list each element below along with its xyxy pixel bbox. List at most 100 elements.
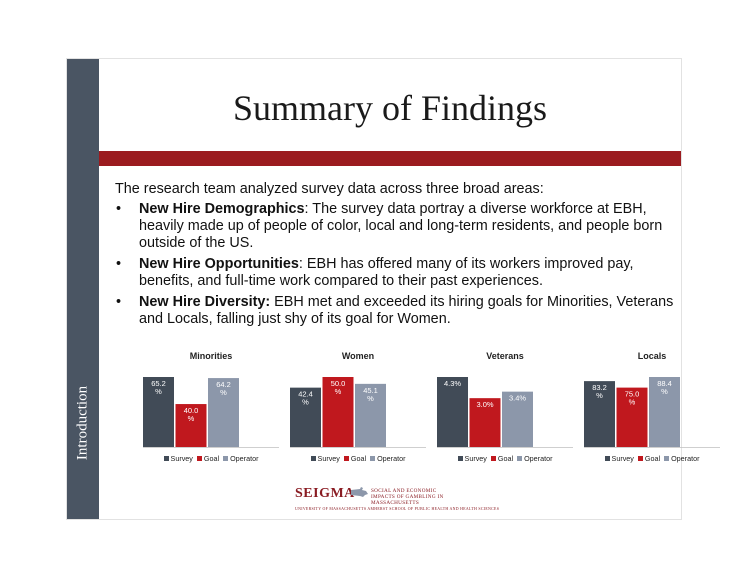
chart-veterans: Veterans 4.3% 3.0% 3.4% Survey Goal Operator (437, 351, 573, 465)
legend-item: Survey (163, 454, 193, 463)
legend-label: Survey (464, 454, 487, 463)
legend-item: Survey (604, 454, 634, 463)
title-divider-bar (99, 151, 681, 166)
finding-item: • New Hire Demographics: The survey data… (115, 201, 675, 252)
section-label: Introduction (74, 385, 91, 461)
legend-item: Goal (196, 454, 220, 463)
chart-legend: Survey Goal Operator (290, 454, 426, 463)
data-label: 3.4% (509, 394, 526, 403)
legend-label: Goal (497, 454, 514, 463)
legend-swatch (343, 456, 349, 461)
legend-item: Operator (223, 454, 258, 463)
legend-swatch (163, 456, 169, 461)
legend-label: Operator (671, 454, 700, 463)
legend-item: Goal (490, 454, 514, 463)
legend-item: Survey (457, 454, 487, 463)
legend-label: Goal (644, 454, 661, 463)
bar-operator (502, 391, 533, 447)
chart-women: Women 42.4% 50.0% 45.1% Survey Goal Operator (290, 351, 426, 465)
slide: Introduction Summary of Findings The res… (67, 59, 720, 519)
legend-swatch (223, 456, 229, 461)
data-label: 3.0% (476, 400, 493, 409)
legend-swatch (196, 456, 202, 461)
seigma-logo: SEIGMA SOCIAL AND ECONOMIC IMPACTS OF GA… (295, 485, 500, 515)
finding-text: : EBH has offered many of its workers im… (139, 256, 634, 289)
data-label: 50.0% (331, 379, 346, 396)
chart-locals: Locals 83.2% 75.0% 88.4% Survey Goal Operator (584, 351, 720, 465)
chart-title: Women (341, 351, 375, 361)
bar-operator (208, 378, 239, 447)
chart-title: Locals (637, 351, 667, 361)
bar-goal (469, 398, 501, 447)
legend-item: Operator (370, 454, 405, 463)
bullet-icon: • (116, 294, 122, 310)
finding-heading: New Hire Opportunities (139, 256, 299, 272)
slide-title: Summary of Findings (232, 88, 547, 128)
chart-legend: Survey Goal Operator (437, 454, 573, 463)
legend-swatch (370, 456, 376, 461)
legend-swatch (604, 456, 610, 461)
legend-label: Survey (170, 454, 193, 463)
data-label: 83.2% (592, 383, 607, 400)
legend-swatch (457, 456, 463, 461)
bar-operator (649, 377, 680, 447)
finding-text: EBH met and exceeded its hiring goals fo… (139, 294, 674, 327)
legend-item: Goal (637, 454, 661, 463)
legend-item: Operator (664, 454, 699, 463)
logo-wordmark: SEIGMA (295, 486, 355, 501)
chart-legend: Survey Goal Operator (584, 454, 720, 463)
legend-item: Survey (310, 454, 340, 463)
legend-swatch (490, 456, 496, 461)
chart-legend: Survey Goal Operator (143, 454, 279, 463)
intro-text: The research team analyzed survey data a… (115, 181, 544, 197)
data-label: 75.0% (625, 390, 640, 407)
bullet-icon: • (116, 201, 122, 217)
legend-swatch (310, 456, 316, 461)
chart-plot: 4.3% 3.0% 3.4% (437, 377, 573, 448)
bar-survey (290, 387, 321, 447)
logo-tagline: SOCIAL AND ECONOMIC IMPACTS OF GAMBLING … (371, 488, 444, 507)
legend-label: Goal (350, 454, 367, 463)
data-label: 88.4% (657, 379, 672, 396)
legend-swatch (664, 456, 670, 461)
chart-minorities: Minorities 65.2% 40.0% 64.2% Survey Goal Opera… (143, 351, 279, 465)
legend-label: Operator (377, 454, 406, 463)
legend-label: Operator (524, 454, 553, 463)
legend-label: Goal (203, 454, 220, 463)
legend-swatch (637, 456, 643, 461)
bar-survey (437, 377, 468, 447)
chart-plot: 42.4 % 50.0% 45.1% (290, 377, 426, 448)
finding-text: : The survey data portray a diverse work… (139, 201, 663, 251)
chart-title: Minorities (189, 351, 233, 361)
chart-title: Veterans (486, 351, 524, 361)
massachusetts-map-icon (351, 487, 368, 497)
finding-item: • New Hire Diversity: EBH met and exceed… (115, 294, 675, 328)
sidebar: Introduction (67, 59, 99, 519)
legend-label: Operator (230, 454, 259, 463)
finding-heading: New Hire Demographics (139, 201, 305, 217)
legend-label: Survey (611, 454, 634, 463)
chart-plot: 65.2 % 40.0 % 64.2% (143, 377, 279, 448)
chart-plot: 83.2% 75.0 % 88.4% (584, 377, 720, 448)
data-label: 64.2% (216, 380, 231, 397)
bullet-icon: • (116, 256, 122, 272)
finding-item: • New Hire Opportunities: EBH has offere… (115, 256, 675, 290)
bar-goal (322, 377, 354, 447)
bar-goal (616, 387, 648, 447)
data-label: 42.4% (298, 390, 313, 407)
data-label: 45.1% (363, 386, 378, 403)
data-label: 4.3% (444, 379, 461, 388)
data-label: 40.0% (184, 406, 199, 423)
finding-heading: New Hire Diversity: (139, 294, 271, 310)
logo-subline: UNIVERSITY OF MASSACHUSETTS AMHERST SCHO… (295, 507, 500, 511)
bar-survey (584, 381, 615, 447)
bar-survey (143, 377, 174, 447)
data-label: 65.2% (151, 379, 166, 396)
body-text: The research team analyzed survey data a… (115, 181, 675, 332)
findings-list: • New Hire Demographics: The survey data… (115, 201, 675, 328)
legend-label: Survey (317, 454, 340, 463)
legend-item: Operator (517, 454, 552, 463)
legend-item: Goal (343, 454, 367, 463)
legend-swatch (517, 456, 523, 461)
bar-operator (355, 383, 386, 447)
